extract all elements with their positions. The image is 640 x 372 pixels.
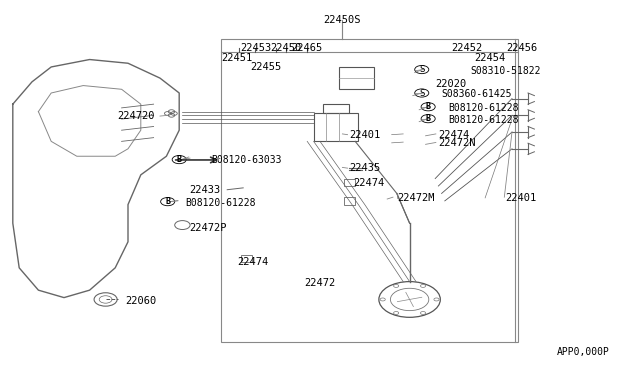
Bar xyxy=(323,104,349,113)
Text: B: B xyxy=(426,102,431,111)
Text: 22472: 22472 xyxy=(305,278,335,288)
Text: B: B xyxy=(426,114,431,123)
Text: APP0,000P: APP0,000P xyxy=(557,347,610,356)
Text: 22474: 22474 xyxy=(237,257,268,267)
Text: 22450: 22450 xyxy=(271,44,301,53)
Text: 22455: 22455 xyxy=(250,62,281,72)
Text: 22401: 22401 xyxy=(349,130,380,140)
Text: S: S xyxy=(419,89,424,97)
Text: 22474: 22474 xyxy=(353,178,385,188)
Bar xyxy=(221,39,518,342)
Text: B08120-61228: B08120-61228 xyxy=(448,115,518,125)
Text: 224720: 224720 xyxy=(117,111,155,121)
Text: B: B xyxy=(177,155,182,164)
Text: S08310-51822: S08310-51822 xyxy=(470,66,541,76)
Text: 22401: 22401 xyxy=(506,193,537,203)
Text: B08120-61228: B08120-61228 xyxy=(186,198,256,208)
Text: 22433: 22433 xyxy=(189,185,220,195)
Text: B08120-61228: B08120-61228 xyxy=(448,103,518,113)
Text: 22435: 22435 xyxy=(349,163,380,173)
Bar xyxy=(241,255,252,262)
Text: B08120-63033: B08120-63033 xyxy=(211,155,282,165)
Bar xyxy=(339,67,374,89)
Text: 22472P: 22472P xyxy=(189,223,227,232)
Text: 22020: 22020 xyxy=(435,79,467,89)
Text: 22472M: 22472M xyxy=(397,193,435,203)
Text: 22465: 22465 xyxy=(292,44,323,53)
Text: B: B xyxy=(165,197,170,206)
Bar xyxy=(344,197,355,205)
Text: S: S xyxy=(419,65,424,74)
Text: 22452: 22452 xyxy=(452,44,483,53)
Text: 22450S: 22450S xyxy=(324,16,361,25)
Bar xyxy=(314,113,358,141)
Text: 22472N: 22472N xyxy=(438,138,476,148)
Text: 22451: 22451 xyxy=(221,53,252,62)
Text: 22474: 22474 xyxy=(438,130,470,140)
Bar xyxy=(344,179,355,186)
Text: 22454: 22454 xyxy=(474,53,505,62)
Text: 22060: 22060 xyxy=(125,296,156,305)
Text: S08360-61425: S08360-61425 xyxy=(442,89,512,99)
Text: 22453: 22453 xyxy=(241,44,271,53)
Text: 22456: 22456 xyxy=(506,44,537,53)
